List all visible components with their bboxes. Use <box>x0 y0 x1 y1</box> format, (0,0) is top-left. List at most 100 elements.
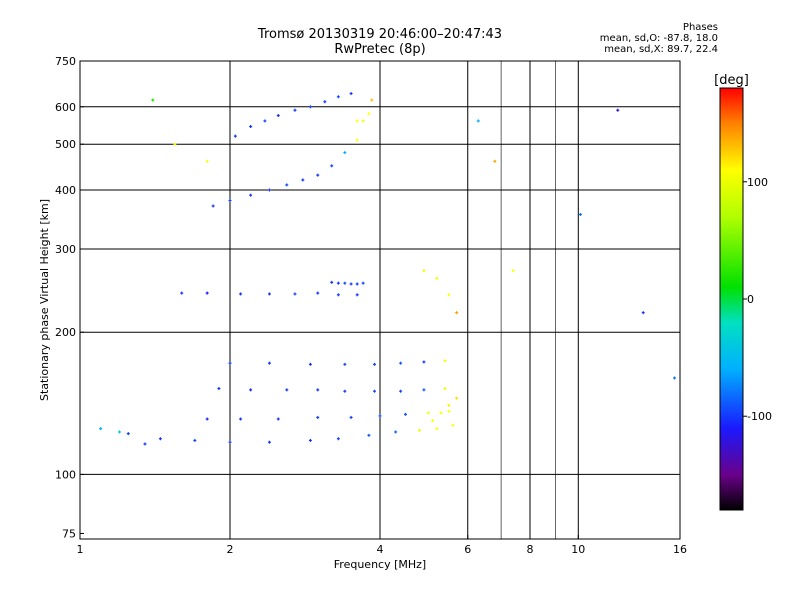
data-point <box>336 281 340 285</box>
y-tick-label: 600 <box>55 101 76 114</box>
data-point <box>308 438 312 442</box>
data-point <box>205 159 209 163</box>
data-point <box>330 164 334 168</box>
data-point <box>205 417 209 421</box>
data-point <box>117 430 121 434</box>
data-point <box>193 438 197 442</box>
data-point <box>422 269 426 273</box>
colorbar-tick-label: 100 <box>747 176 768 189</box>
data-point <box>493 159 497 163</box>
data-point <box>263 119 267 123</box>
data-point <box>158 437 162 441</box>
data-point <box>343 362 347 366</box>
data-point <box>316 173 320 177</box>
x-tick-label: 2 <box>227 543 234 556</box>
data-point <box>378 414 382 418</box>
data-point <box>422 388 426 392</box>
title-line-1: Tromsø 20130319 20:46:00–20:47:43 <box>257 27 503 42</box>
data-point <box>285 388 289 392</box>
data-point <box>239 292 243 296</box>
data-point <box>228 361 232 365</box>
phase-stats-x: mean, sd,X: 89.7, 22.4 <box>604 44 718 55</box>
data-point <box>249 388 253 392</box>
data-point <box>349 282 353 286</box>
phase-stats-o: mean, sd,O: -87.8, 18.0 <box>599 33 718 44</box>
data-point <box>511 269 515 273</box>
data-point <box>641 311 645 315</box>
data-point <box>316 415 320 419</box>
data-point <box>417 428 421 432</box>
y-tick-label: 75 <box>62 527 76 540</box>
data-point <box>426 411 430 415</box>
y-axis-label: Stationary phase Virtual Height [km] <box>38 199 51 401</box>
data-point <box>447 293 451 297</box>
data-point <box>431 419 435 423</box>
data-point <box>435 427 439 431</box>
data-point <box>355 282 359 286</box>
data-point <box>267 188 271 192</box>
data-point <box>361 119 365 123</box>
colorbar-label: [deg] <box>714 73 749 88</box>
grid <box>80 61 680 539</box>
data-point <box>367 112 371 116</box>
data-point <box>355 138 359 142</box>
data-point <box>99 427 103 431</box>
data-point <box>239 417 243 421</box>
y-tick-label: 750 <box>55 55 76 68</box>
title-line-2: RwPretec (8p) <box>334 42 426 57</box>
data-point <box>267 440 271 444</box>
y-tick-label: 300 <box>55 243 76 256</box>
data-point <box>126 432 130 436</box>
data-point <box>143 442 147 446</box>
data-point <box>205 291 209 295</box>
data-point <box>228 199 232 203</box>
data-points <box>99 92 677 446</box>
data-point <box>276 114 280 118</box>
data-point <box>343 151 347 155</box>
data-point <box>293 108 297 112</box>
data-point <box>443 359 447 363</box>
data-point <box>422 360 426 364</box>
data-point <box>399 389 403 393</box>
data-point <box>451 423 455 427</box>
data-point <box>308 362 312 366</box>
data-point <box>217 387 221 391</box>
data-point <box>578 212 582 216</box>
data-point <box>267 361 271 365</box>
y-tick-label: 400 <box>55 184 76 197</box>
data-point <box>349 415 353 419</box>
data-point <box>403 412 407 416</box>
data-point <box>355 293 359 297</box>
phase-stats-heading: Phases <box>682 22 718 33</box>
data-point <box>336 437 340 441</box>
x-tick-label: 8 <box>527 543 534 556</box>
data-point <box>249 125 253 129</box>
data-point <box>399 361 403 365</box>
data-point <box>323 100 327 104</box>
chart-title: Tromsø 20130319 20:46:00–20:47:43 RwPret… <box>230 27 530 57</box>
data-point <box>361 281 365 285</box>
data-point <box>447 409 451 413</box>
data-point <box>173 142 177 146</box>
data-point <box>439 411 443 415</box>
data-point <box>435 276 439 280</box>
colorbar-ticks: 100 0 -100 <box>743 176 772 423</box>
data-point <box>343 389 347 393</box>
data-point <box>355 119 359 123</box>
data-point <box>233 134 237 138</box>
x-tick-label: 10 <box>571 543 585 556</box>
data-point <box>443 387 447 391</box>
data-point <box>343 281 347 285</box>
y-tick-label: 100 <box>55 468 76 481</box>
x-axis-label: Frequency [MHz] <box>334 558 426 571</box>
x-tick-label: 6 <box>464 543 471 556</box>
data-point <box>616 108 620 112</box>
data-point <box>336 95 340 99</box>
data-point <box>211 204 215 208</box>
data-point <box>330 280 334 284</box>
data-point <box>293 292 297 296</box>
data-point <box>394 430 398 434</box>
data-point <box>349 92 353 96</box>
